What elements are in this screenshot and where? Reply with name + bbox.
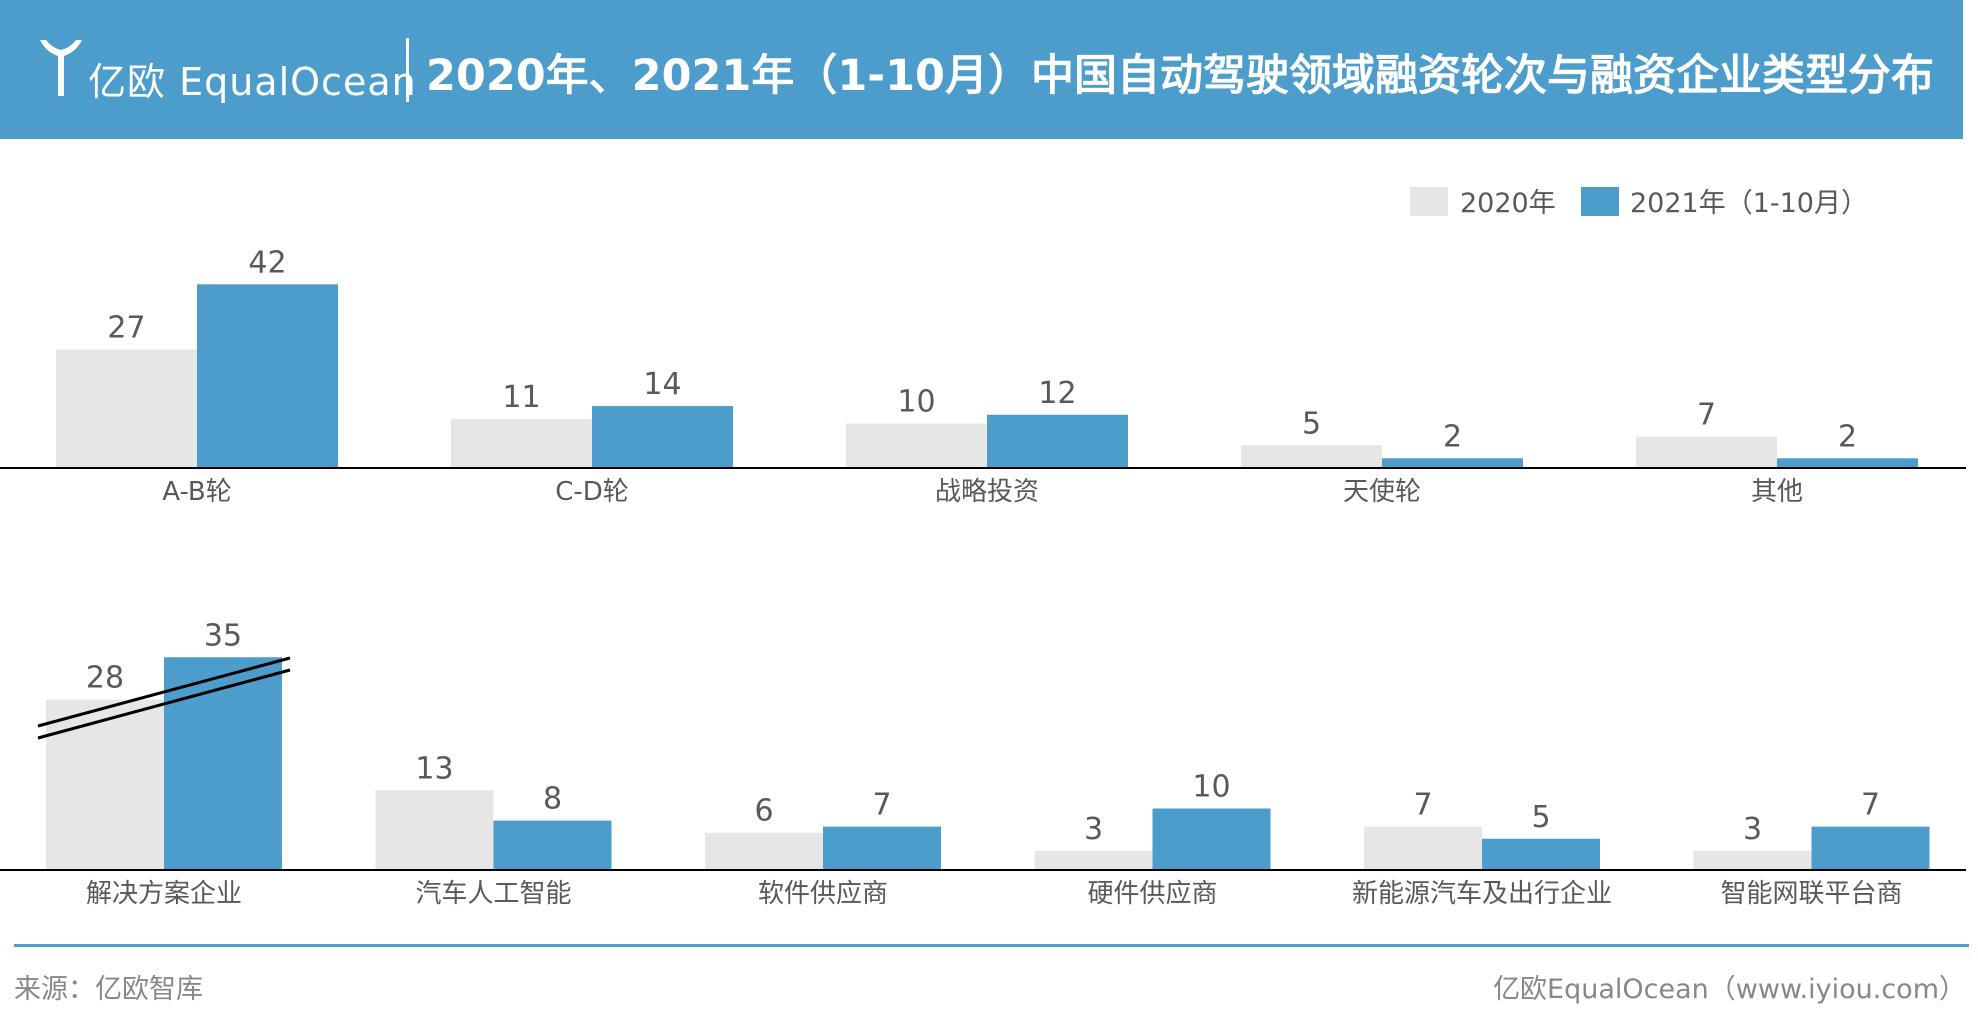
data-label: 8: [543, 782, 562, 817]
bar-2020: [1636, 436, 1777, 467]
bar-2021: [1152, 808, 1271, 869]
bar-2021: [197, 284, 338, 467]
category-label: 战略投资: [935, 477, 1039, 507]
credit-note: 亿欧EqualOcean（www.iyiou.com）: [1493, 974, 1966, 1005]
category-label: 天使轮: [1343, 477, 1421, 507]
bar-2020: [56, 349, 197, 467]
bar-2021: [164, 657, 282, 869]
axis-break-mark: [37, 656, 291, 728]
category-label: 硬件供应商: [1087, 879, 1217, 909]
bar-2020: [46, 699, 164, 869]
bar-2021: [1382, 458, 1523, 467]
data-label: 3: [1743, 812, 1762, 847]
data-label: 11: [502, 380, 540, 415]
category-label: 智能网联平台商: [1720, 879, 1902, 909]
data-label: 7: [1861, 788, 1880, 823]
data-label: 28: [86, 661, 124, 696]
legend-swatch: [1410, 187, 1448, 216]
equalocean-logo-icon: [40, 40, 82, 96]
bar-2020: [705, 832, 823, 869]
bar-2021: [1777, 458, 1918, 467]
data-label: 35: [204, 618, 242, 653]
data-label: 5: [1531, 800, 1550, 835]
bar-2020: [375, 790, 494, 869]
data-label: 27: [107, 311, 145, 346]
data-label: 7: [1697, 398, 1716, 433]
chart-financing-rounds: 27 42 A-B轮 11 14 C-D轮 10 12 战略投资 5 2 天使轮 7 2 其他: [0, 245, 1966, 507]
data-label: 10: [897, 385, 935, 420]
bar-2020: [1034, 850, 1153, 869]
bar-2021: [987, 414, 1128, 467]
data-label: 10: [1192, 770, 1230, 805]
data-label: 3: [1084, 812, 1103, 847]
bar-2021: [1482, 838, 1600, 869]
data-label: 14: [643, 367, 681, 402]
data-label: 42: [248, 245, 286, 280]
legend-label: 2021年（1-10月）: [1630, 188, 1868, 219]
legend: 2020年 2021年（1-10月）: [1410, 187, 1868, 219]
bar-2021: [1811, 826, 1930, 869]
footer-divider: [14, 944, 1969, 947]
data-label: 7: [1413, 788, 1432, 823]
axis-break-mark: [37, 668, 291, 740]
category-label: C-D轮: [555, 477, 629, 507]
category-label: 其他: [1751, 477, 1803, 507]
data-label: 13: [415, 751, 453, 786]
data-label: 2: [1838, 419, 1857, 454]
bar-2021: [592, 406, 733, 467]
category-label: A-B轮: [162, 477, 232, 507]
data-label: 6: [754, 794, 773, 829]
category-label: 汽车人工智能: [415, 879, 571, 909]
bar-2021: [493, 820, 612, 869]
bar-2020: [1693, 850, 1812, 869]
header-divider: [406, 38, 409, 102]
legend-label: 2020年: [1460, 188, 1556, 219]
data-label: 5: [1302, 406, 1321, 441]
bar-2021: [823, 826, 941, 869]
bar-2020: [451, 419, 592, 467]
legend-swatch: [1581, 187, 1619, 216]
source-note: 来源：亿欧智库: [14, 974, 203, 1005]
bar-2020: [1241, 445, 1382, 467]
data-label: 7: [872, 788, 891, 823]
chart-company-types: 28 35 解决方案企业 13 8 汽车人工智能 6 7 软件供应商 3 10 硬件供应商 7 5 新能源汽…: [0, 618, 1966, 909]
header-banner: 亿欧 EqualOcean 2020年、2021年（1-10月）中国自动驾驶领域…: [0, 0, 1963, 139]
category-label: 新能源汽车及出行企业: [1352, 879, 1612, 909]
brand-logo-text: 亿欧 EqualOcean: [88, 60, 417, 104]
data-label: 2: [1443, 419, 1462, 454]
category-label: 解决方案企业: [86, 879, 242, 909]
data-label: 12: [1038, 376, 1076, 411]
bar-2020: [1364, 826, 1482, 869]
bar-2020: [846, 423, 987, 467]
category-label: 软件供应商: [758, 879, 888, 909]
chart-title: 2020年、2021年（1-10月）中国自动驾驶领域融资轮次与融资企业类型分布: [426, 51, 1934, 101]
